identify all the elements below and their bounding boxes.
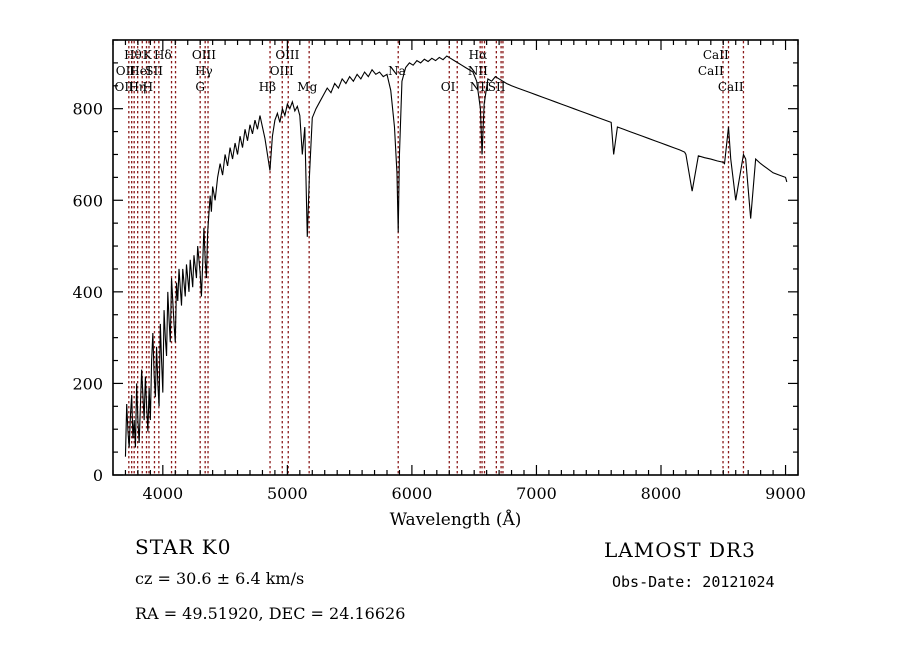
x-tick-label: 6000 [392,484,433,503]
spectral-line-label: SII [145,64,163,78]
spectral-line-label: CaII [718,80,744,94]
spectral-line-label: NII [468,64,488,78]
spectral-line-label: CaII [703,48,729,62]
spectral-line-label: OII [116,64,136,78]
spectral-line-label: OIII [270,64,294,78]
y-tick-label: 0 [93,466,103,485]
x-tick-label: 5000 [267,484,308,503]
y-tick-label: 200 [72,374,103,393]
flux-curve [124,55,788,457]
spectral-line-label: HeI [129,64,152,78]
x-tick-label: 4000 [142,484,183,503]
coordinates-text: RA = 49.51920, DEC = 24.16626 [135,604,406,623]
x-tick-label: 8000 [641,484,682,503]
object-class-text: STAR K0 [135,535,232,559]
y-tick-label: 600 [72,191,103,210]
spectral-line-label: Hβ [259,80,276,94]
spectral-line-label: Hγ [195,64,213,78]
x-tick-label: 9000 [765,484,806,503]
y-tick-label: 800 [72,100,103,119]
survey-name-text: LAMOST DR3 [604,538,756,562]
x-axis-label: Wavelength (Å) [389,510,522,530]
spectral-line-label: K [143,48,153,62]
spectral-line-label: Hδ [154,48,172,62]
spectral-line-label: Hη [128,80,146,94]
spectral-line-label: OIII [192,48,216,62]
spectral-line-label: CaII [698,64,724,78]
spectral-line-label: NII [470,80,490,94]
spectral-line-label: Hθ [124,48,142,62]
plot-frame [112,39,799,476]
spectral-line-label: Mg [297,80,317,94]
y-tick-label: 400 [72,283,103,302]
spectral-line-label: OIII [275,48,299,62]
spectral-line-label: SII [488,80,506,94]
spectral-line-label: H [143,80,153,94]
redshift-velocity-text: cz = 30.6 ± 6.4 km/s [135,569,305,588]
spectral-line-label: OI [441,80,456,94]
observation-date-text: Obs-Date: 20121024 [612,573,775,591]
spectral-line-label: G [195,80,205,94]
spectral-line-label: Hα [469,48,488,62]
spectral-line-label: Na [388,64,406,78]
x-tick-label: 7000 [516,484,557,503]
spectral-line-label: OII [115,80,135,94]
